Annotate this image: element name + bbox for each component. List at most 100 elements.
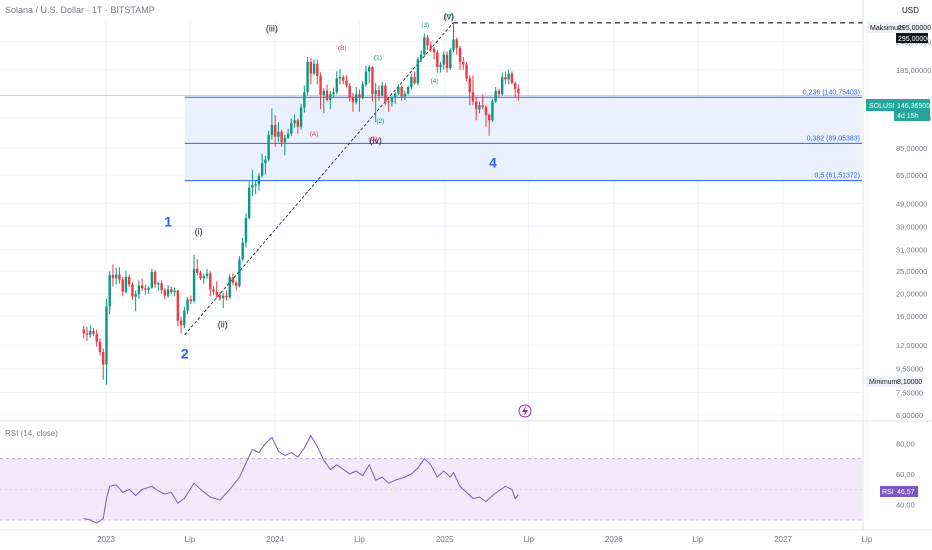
fib-label: 0,236 (140,75403) [803, 89, 860, 96]
wave-label-minor: (iii) [266, 24, 278, 34]
candle-body [351, 97, 355, 103]
candle-body [92, 331, 95, 334]
candle-body [244, 218, 248, 243]
fib-label: 0,5 (61,51372) [814, 173, 860, 180]
rsi-line [83, 434, 519, 524]
candle-body [497, 90, 501, 95]
price-tick-label: 39,00000 [896, 222, 927, 231]
candle-body [85, 333, 89, 335]
candle-body [238, 259, 241, 286]
candle-body [280, 131, 283, 143]
candle-body [108, 274, 111, 307]
candle-body [137, 285, 141, 295]
price-tick-label: 49,00000 [896, 199, 927, 208]
candle-body [500, 77, 504, 95]
candle-body [199, 272, 202, 279]
candle-body [163, 290, 167, 296]
candle-body [102, 352, 105, 365]
candle-body [494, 90, 497, 102]
candle-body [127, 277, 131, 285]
candle-body [160, 283, 163, 291]
rsi-label: RSI [882, 489, 894, 496]
min-badge: Minimum 8,10000 [866, 376, 922, 387]
wave-label-corrective: (B) [338, 45, 347, 52]
candle-body [183, 310, 186, 326]
candle-body [170, 289, 173, 293]
candle-body [393, 93, 397, 98]
time-tick-label: 2025 [436, 535, 454, 544]
line-value-badge: 295,00000 [896, 33, 931, 43]
rsi-badge: RSI 46,57 [880, 486, 918, 497]
candle-body [283, 137, 287, 143]
candle-body [429, 45, 433, 49]
wave-label-sub: (3) [421, 22, 429, 29]
candle-body [153, 272, 157, 285]
candle-body [400, 86, 403, 97]
trend-layer [184, 22, 893, 335]
time-tick-label: Lip [692, 535, 703, 544]
candle-body [189, 299, 192, 301]
candle-body [491, 101, 494, 121]
fib-zone [184, 97, 863, 181]
rsi-tick-label: 80,00 [896, 439, 915, 448]
wave-label-minor: (i) [195, 227, 203, 237]
candle-body [251, 184, 254, 188]
candle-body [205, 273, 209, 277]
candle-body [231, 277, 235, 283]
price-tick-label: 20,00000 [896, 290, 927, 299]
candle-body [316, 63, 319, 76]
rsi-layer [0, 434, 862, 524]
candle-body [410, 77, 413, 87]
candle-body [488, 115, 491, 121]
countdown: 4d 15h [897, 113, 919, 120]
candle-body [322, 90, 325, 95]
candle-body [303, 92, 306, 108]
candle-body [419, 54, 423, 60]
candle-body [98, 341, 102, 353]
candle-body [118, 274, 121, 280]
candle-body [442, 54, 446, 65]
price-tick-label: 7,50000 [896, 388, 923, 397]
price-tick-label: 85,00000 [896, 144, 927, 153]
candle-body [355, 94, 358, 103]
candle-body [131, 284, 134, 297]
candle-body [254, 184, 257, 186]
price-tick-label: 16,00000 [896, 312, 927, 321]
candle-body [390, 97, 394, 103]
wave-label-major: 1 [164, 213, 172, 229]
candle-body [416, 59, 420, 84]
candle-body [273, 124, 277, 137]
candle-body [406, 86, 410, 94]
time-tick-label: 2024 [266, 535, 284, 544]
candle-body [397, 86, 400, 94]
candle-body [342, 77, 345, 81]
candle-body [452, 39, 455, 51]
wave-label-minor: (ii) [218, 319, 228, 329]
candle-body [140, 285, 144, 289]
candle-body [228, 277, 231, 298]
candle-body [462, 61, 465, 65]
candle-body [196, 268, 199, 273]
candle-body [270, 124, 274, 135]
candle-body [478, 105, 481, 110]
candle-body [277, 131, 280, 137]
candle-body [345, 80, 348, 86]
time-tick-label: Lip [185, 535, 196, 544]
lightning-icon[interactable] [518, 404, 532, 418]
candle-body [309, 61, 313, 74]
wave-label-sub: (4) [431, 78, 439, 85]
candle-body [267, 134, 270, 160]
time-tick-label: Lip [862, 535, 873, 544]
line-value: 295,00000 [898, 36, 931, 43]
candle-body [218, 295, 222, 299]
candle-body [241, 242, 244, 260]
min-label: Minimum [869, 379, 898, 386]
candle-body [212, 289, 215, 292]
candle-body [82, 329, 85, 334]
candle-body [329, 94, 332, 100]
candle-body [105, 306, 108, 365]
time-tick-label: Lip [354, 535, 365, 544]
candle-body [215, 291, 218, 296]
wave-label-major: 2 [181, 346, 189, 362]
candle-body [455, 39, 458, 48]
